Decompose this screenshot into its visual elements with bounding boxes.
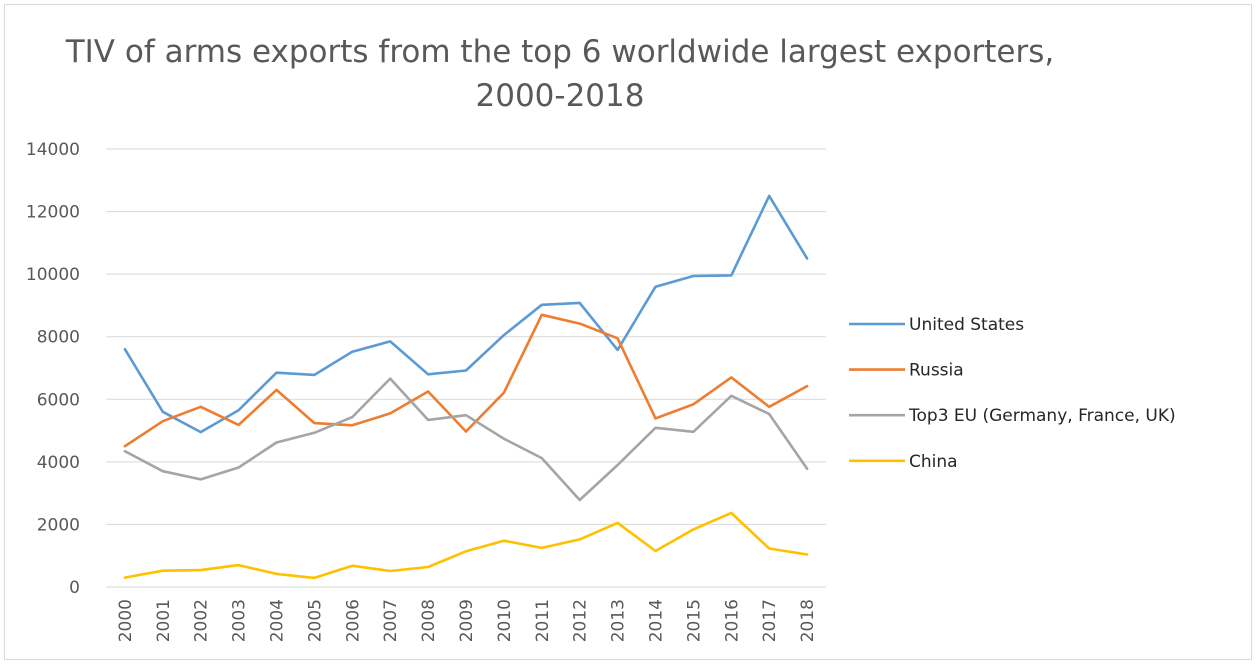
x-tick-label: 2014 <box>646 599 666 642</box>
x-tick-label: 2000 <box>116 599 136 642</box>
series-line-2 <box>123 377 809 502</box>
chart-title: TIV of arms exports from the top 6 world… <box>65 34 1055 114</box>
y-tick-label: 10000 <box>26 265 80 285</box>
x-tick-label: 2018 <box>798 599 818 642</box>
legend-label-3: China <box>909 452 958 472</box>
x-tick-label: 2010 <box>495 599 515 642</box>
y-tick-label: 0 <box>69 578 80 598</box>
series-line-3 <box>123 511 809 580</box>
x-tick-label: 2016 <box>722 599 742 642</box>
y-axis-tick-labels: 0 2000 4000 6000 8000 10000 12000 14000 <box>26 140 80 598</box>
x-tick-label: 2004 <box>268 599 288 642</box>
x-tick-label: 2002 <box>192 599 212 642</box>
series-line-0 <box>123 194 809 434</box>
x-tick-label: 2009 <box>457 599 477 642</box>
y-tick-label: 8000 <box>37 328 80 348</box>
x-tick-label: 2013 <box>609 599 629 642</box>
x-tick-label: 2015 <box>684 599 704 642</box>
legend-label-0: United States <box>909 315 1024 335</box>
x-tick-label: 2011 <box>533 599 553 642</box>
gridlines <box>106 148 826 588</box>
legend-label-2: Top3 EU (Germany, France, UK) <box>908 406 1176 426</box>
y-tick-label: 14000 <box>26 140 80 160</box>
y-tick-label: 2000 <box>37 515 80 535</box>
x-axis-tick-labels: 2000 2001 2002 2003 2004 2005 2006 2007 2008 2009… <box>116 599 818 642</box>
x-tick-label: 2017 <box>760 599 780 642</box>
x-tick-label: 2005 <box>305 599 325 642</box>
y-tick-label: 6000 <box>37 390 80 410</box>
legend-label-1: Russia <box>909 361 964 381</box>
series-lines <box>123 194 809 580</box>
x-tick-label: 2006 <box>343 599 363 642</box>
y-tick-label: 12000 <box>26 203 80 223</box>
x-tick-label: 2007 <box>381 599 401 642</box>
y-tick-label: 4000 <box>37 453 80 473</box>
x-tick-label: 2012 <box>571 599 591 642</box>
x-tick-label: 2001 <box>154 599 174 642</box>
x-tick-label: 2003 <box>230 599 250 642</box>
series-line-1 <box>123 313 809 448</box>
x-tick-label: 2008 <box>419 599 439 642</box>
legend: United States Russia Top3 EU (Germany, Fra… <box>849 315 1176 472</box>
